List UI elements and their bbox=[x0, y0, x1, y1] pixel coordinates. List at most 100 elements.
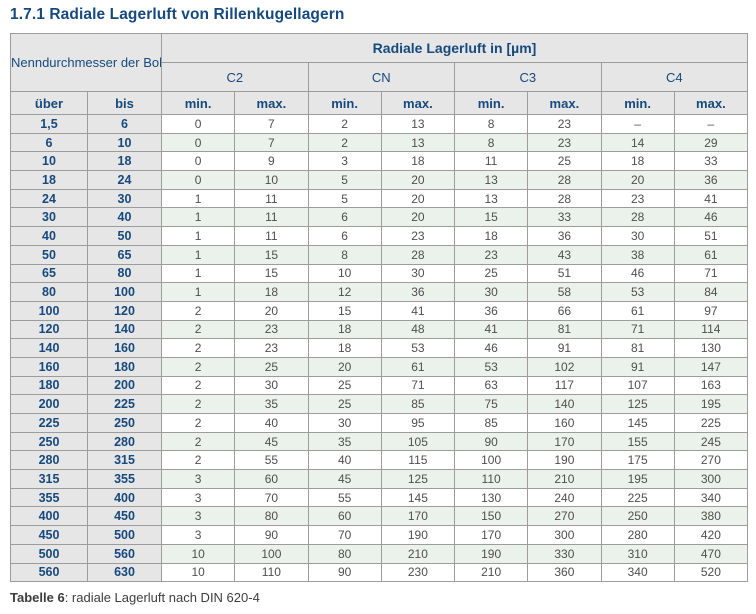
clearance-value-cell: 150 bbox=[453, 506, 529, 527]
bore-to-cell: 280 bbox=[87, 431, 162, 452]
clearance-value-cell: 25 bbox=[307, 375, 382, 396]
clearance-value-cell: 2 bbox=[160, 375, 236, 396]
clearance-value-cell: 170 bbox=[380, 506, 456, 527]
clearance-value-cell: 97 bbox=[673, 300, 749, 321]
clearance-value-cell: 1 bbox=[160, 244, 236, 265]
clearance-value-cell: 11 bbox=[234, 226, 309, 246]
clearance-value-cell: 300 bbox=[527, 525, 602, 545]
bore-to-cell: 225 bbox=[87, 394, 162, 414]
clearance-value-cell: 18 bbox=[380, 151, 456, 172]
clearance-value-cell: 90 bbox=[307, 562, 382, 583]
clearance-value-cell: 91 bbox=[527, 338, 602, 358]
bore-over-cell: 315 bbox=[10, 469, 88, 489]
table-row: 355 400 3 70 55 145 130 240 225 340 bbox=[10, 487, 749, 508]
bore-over-cell: 24 bbox=[10, 188, 88, 209]
clearance-value-cell: 20 bbox=[380, 188, 456, 209]
bore-over-cell: 225 bbox=[10, 413, 88, 433]
clearance-value-cell: 130 bbox=[453, 487, 529, 508]
clearance-value-cell: 15 bbox=[307, 300, 382, 321]
bore-to-cell: 40 bbox=[87, 207, 162, 228]
clearance-value-cell: 330 bbox=[527, 543, 602, 564]
clearance-value-cell: 163 bbox=[673, 375, 749, 396]
clearance-value-cell: 90 bbox=[453, 431, 529, 452]
clearance-value-cell: 20 bbox=[307, 356, 382, 377]
clearance-value-cell: 11 bbox=[453, 151, 529, 172]
bore-to-cell: 24 bbox=[87, 170, 162, 190]
clearance-value-cell: 61 bbox=[380, 356, 456, 377]
clearance-value-cell: 51 bbox=[673, 226, 749, 246]
max-header-c4: max. bbox=[673, 91, 749, 115]
clearance-value-cell: 2 bbox=[160, 394, 236, 414]
clearance-value-cell: 0 bbox=[160, 132, 236, 153]
clearance-value-cell: 23 bbox=[600, 188, 675, 209]
clearance-value-cell: 10 bbox=[160, 543, 236, 564]
bore-to-cell: 10 bbox=[87, 132, 162, 153]
clearance-value-cell: 130 bbox=[673, 338, 749, 358]
class-header-cn: CN bbox=[307, 62, 455, 92]
clearance-value-cell: 51 bbox=[527, 263, 602, 284]
clearance-value-cell: 2 bbox=[160, 413, 236, 433]
clearance-value-cell: 250 bbox=[600, 506, 675, 527]
bore-over-cell: 50 bbox=[10, 244, 88, 265]
clearance-value-cell: 23 bbox=[234, 319, 309, 340]
bore-to-cell: 50 bbox=[87, 226, 162, 246]
table-row: 24 30 1 11 5 20 13 28 23 41 bbox=[10, 188, 749, 209]
clearance-value-cell: 29 bbox=[673, 132, 749, 153]
clearance-value-cell: 470 bbox=[673, 543, 749, 564]
bore-over-cell: 120 bbox=[10, 319, 88, 340]
bore-over-cell: 400 bbox=[10, 506, 88, 527]
table-row: 65 80 1 15 10 30 25 51 46 71 bbox=[10, 263, 749, 284]
table-row: 10 18 0 9 3 18 11 25 18 33 bbox=[10, 151, 749, 172]
clearance-value-cell: 10 bbox=[234, 170, 309, 190]
table-caption: Tabelle 6: radiale Lagerluft nach DIN 62… bbox=[10, 590, 260, 605]
clearance-value-cell: 190 bbox=[527, 450, 602, 471]
clearance-value-cell: 60 bbox=[234, 469, 309, 489]
clearance-value-cell: 110 bbox=[453, 469, 529, 489]
clearance-value-cell: 15 bbox=[453, 207, 529, 228]
clearance-value-cell: 75 bbox=[453, 394, 529, 414]
clearance-value-cell: 3 bbox=[307, 151, 382, 172]
bore-to-cell: 355 bbox=[87, 469, 162, 489]
bore-to-cell: 120 bbox=[87, 300, 162, 321]
clearance-value-cell: 10 bbox=[307, 263, 382, 284]
clearance-value-cell: 28 bbox=[600, 207, 675, 228]
clearance-value-cell: 15 bbox=[234, 263, 309, 284]
clearance-value-cell: 0 bbox=[160, 114, 236, 134]
table-row: 280 315 2 55 40 115 100 190 175 270 bbox=[10, 450, 749, 471]
class-header-c2: C2 bbox=[161, 62, 309, 92]
clearance-value-cell: 36 bbox=[380, 282, 456, 302]
clearance-value-cell: 23 bbox=[527, 114, 602, 134]
bore-over-cell: 140 bbox=[10, 338, 88, 358]
clearance-value-cell: 3 bbox=[160, 525, 236, 545]
clearance-value-cell: 125 bbox=[380, 469, 456, 489]
bore-over-cell: 18 bbox=[10, 170, 88, 190]
clearance-value-cell: 110 bbox=[234, 562, 309, 583]
clearance-value-cell: 13 bbox=[380, 132, 456, 153]
clearance-value-cell: 25 bbox=[307, 394, 382, 414]
bore-to-cell: 450 bbox=[87, 506, 162, 527]
class-header-c4: C4 bbox=[600, 62, 748, 92]
clearance-value-cell: 80 bbox=[307, 543, 382, 564]
clearance-value-cell: 18 bbox=[307, 338, 382, 358]
clearance-value-cell: 2 bbox=[160, 300, 236, 321]
clearance-value-cell: 300 bbox=[673, 469, 749, 489]
clearance-value-cell: 0 bbox=[160, 170, 236, 190]
table-row: 80 100 1 18 12 36 30 58 53 84 bbox=[10, 282, 749, 302]
clearance-value-cell: 1 bbox=[160, 188, 236, 209]
clearance-value-cell: 175 bbox=[600, 450, 675, 471]
bore-to-cell: 65 bbox=[87, 244, 162, 265]
clearance-value-cell: 40 bbox=[234, 413, 309, 433]
clearance-value-cell: 9 bbox=[234, 151, 309, 172]
clearance-value-cell: 35 bbox=[307, 431, 382, 452]
bore-over-cell: 30 bbox=[10, 207, 88, 228]
clearance-value-cell: 41 bbox=[453, 319, 529, 340]
table-row: 50 65 1 15 8 28 23 43 38 61 bbox=[10, 244, 749, 265]
clearance-value-cell: 23 bbox=[453, 244, 529, 265]
clearance-value-cell: 115 bbox=[380, 450, 456, 471]
over-header: über bbox=[10, 91, 88, 115]
bore-to-cell: 560 bbox=[87, 543, 162, 564]
clearance-value-cell: 45 bbox=[234, 431, 309, 452]
clearance-value-cell: 340 bbox=[673, 487, 749, 508]
clearance-value-cell: 15 bbox=[234, 244, 309, 265]
